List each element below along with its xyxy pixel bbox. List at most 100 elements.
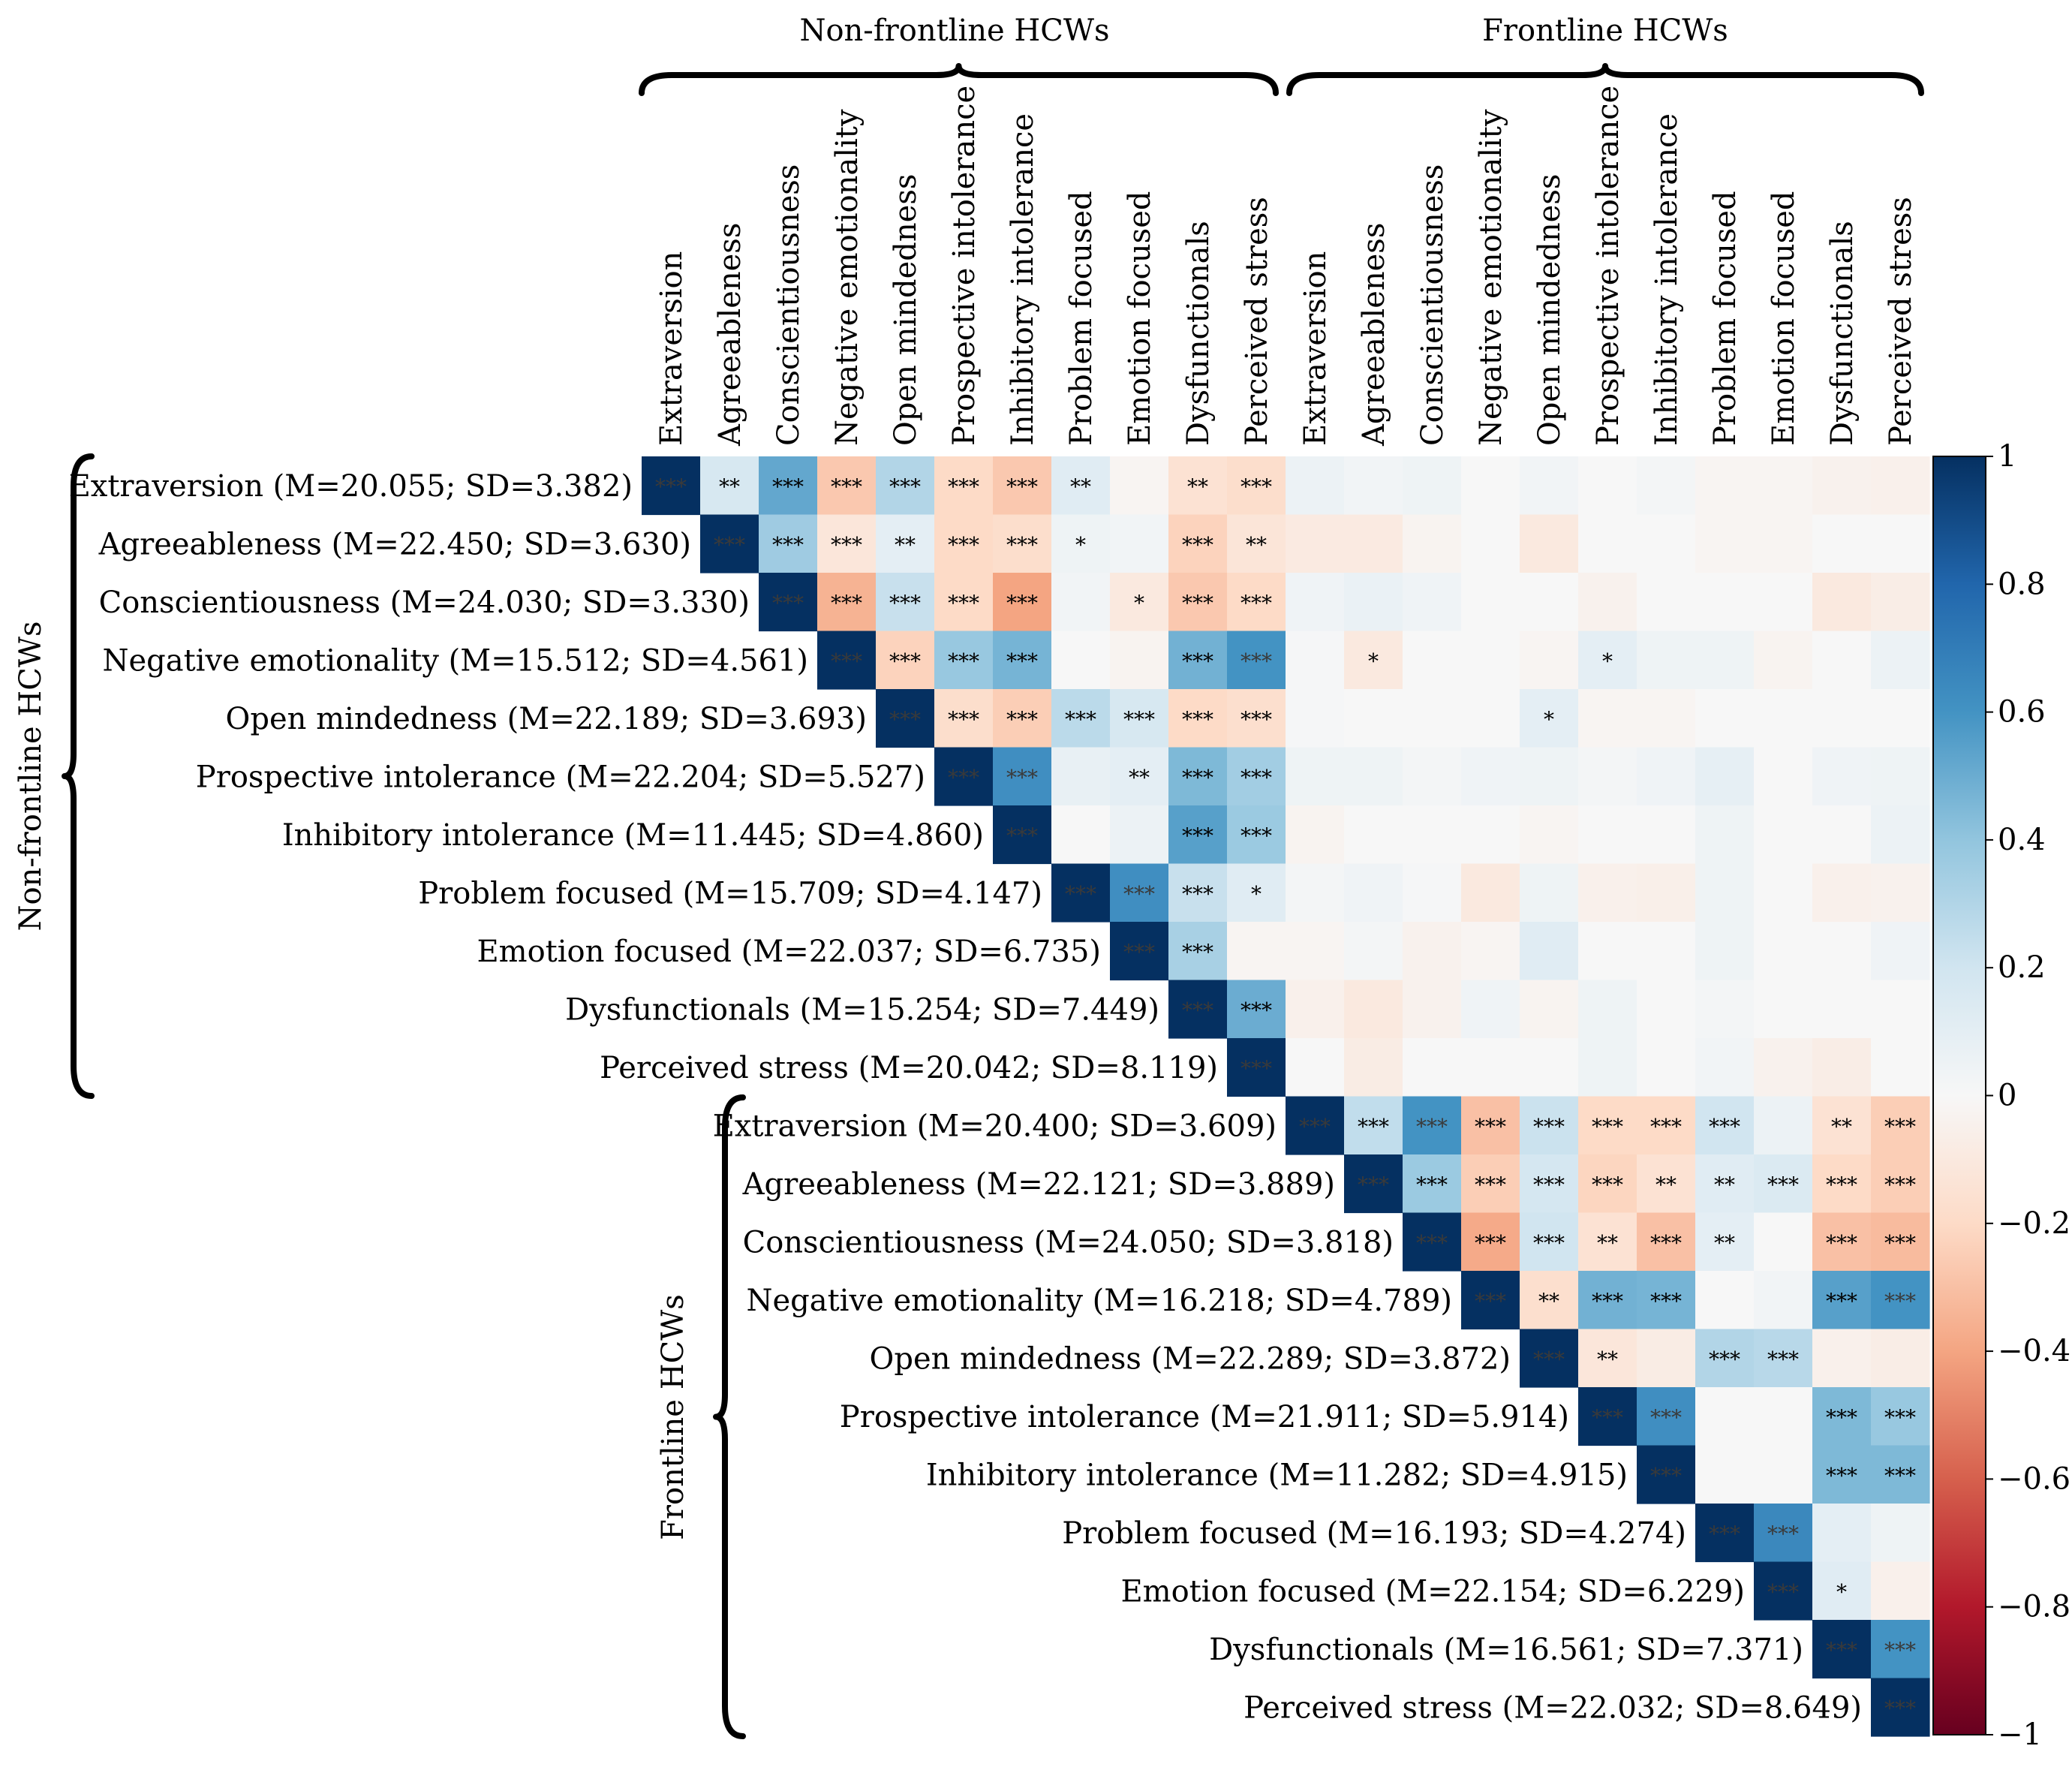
heatmap-cell (817, 573, 877, 632)
column-label: Inhibitory intolerance (1649, 113, 1684, 446)
heatmap-cell (1578, 1271, 1637, 1330)
heatmap-cell (993, 573, 1052, 632)
heatmap-cell (1344, 747, 1403, 806)
heatmap-cell (1754, 1329, 1813, 1388)
heatmap-cell (1871, 573, 1930, 632)
heatmap-cell (1403, 1038, 1462, 1097)
heatmap-cell (1286, 863, 1345, 923)
heatmap-cell (1227, 456, 1286, 516)
heatmap-cell (1695, 1445, 1755, 1504)
heatmap-cell (1871, 1271, 1930, 1330)
column-label: Negative emotionality (830, 109, 865, 446)
heatmap-cell (759, 456, 818, 516)
heatmap-cell (1403, 980, 1462, 1039)
heatmap-cell (1578, 573, 1637, 632)
significance-marker: * (1368, 649, 1379, 673)
heatmap-cell (1403, 747, 1462, 806)
significance-marker: *** (1533, 1114, 1565, 1139)
significance-marker: *** (1592, 1114, 1623, 1139)
heatmap-cell (1637, 1329, 1696, 1388)
heatmap-cell (1637, 1212, 1696, 1272)
heatmap-cell (1871, 863, 1930, 923)
significance-marker: *** (1006, 823, 1038, 848)
significance-marker: *** (1358, 1114, 1389, 1139)
heatmap-cell (1520, 1154, 1579, 1214)
heatmap-cell (1695, 631, 1755, 690)
column-label: Emotion focused (1767, 191, 1801, 447)
heatmap-cell (1637, 1387, 1696, 1446)
heatmap-cell (1286, 573, 1345, 632)
column-label: Perceived stress (1884, 197, 1918, 446)
heatmap-cell (1168, 689, 1228, 748)
significance-marker: *** (889, 707, 921, 732)
x-axis-labels: Extraversion Agreeableness Conscientiousne… (654, 86, 1918, 447)
significance-marker: *** (1826, 1405, 1857, 1430)
heatmap-cell (1695, 922, 1755, 981)
heatmap-cell (1344, 980, 1403, 1039)
heatmap-cell (1754, 980, 1813, 1039)
heatmap-cell (1754, 1096, 1813, 1155)
heatmap-cell (1754, 805, 1813, 865)
heatmap-cell (1344, 631, 1403, 690)
significance-marker: *** (1767, 1579, 1799, 1604)
heatmap-cell (1520, 922, 1579, 981)
heatmap-cell (1344, 1154, 1403, 1214)
heatmap-cell (1520, 689, 1579, 748)
heatmap-cell (993, 456, 1052, 516)
heatmap-cell (1578, 1096, 1637, 1155)
row-label: Open mindedness (M=22.189; SD=3.693) (226, 702, 867, 736)
significance-marker: *** (1416, 1114, 1448, 1139)
column-label: Problem focused (1064, 191, 1099, 446)
heatmap-cell (1403, 573, 1462, 632)
significance-marker: *** (1240, 823, 1272, 848)
heatmap-cell (993, 514, 1052, 573)
significance-marker: *** (1006, 649, 1038, 673)
significance-marker: ** (1714, 1230, 1735, 1255)
heatmap-cell (1637, 1096, 1696, 1155)
heatmap-cell (1520, 863, 1579, 923)
heatmap-cell (1578, 631, 1637, 690)
heatmap-cell (1520, 1212, 1579, 1272)
heatmap-cell (1754, 747, 1813, 806)
heatmap-cell (1812, 514, 1872, 573)
heatmap-cell (1110, 631, 1169, 690)
colorbar-tick-label: −0.4 (1998, 1334, 2070, 1368)
colorbar-tick-label: 0 (1998, 1079, 2016, 1113)
heatmap-cell (1461, 922, 1520, 981)
row-label: Perceived stress (M=22.032; SD=8.649) (1244, 1690, 1862, 1725)
column-label: Dysfunctionals (1825, 221, 1860, 446)
heatmap-cell (1227, 747, 1286, 806)
heatmap-cell (1871, 1445, 1930, 1504)
significance-marker: * (1602, 649, 1613, 673)
heatmap-cell (1754, 514, 1813, 573)
row-label: Inhibitory intolerance (M=11.282; SD=4.9… (926, 1458, 1628, 1492)
heatmap-cell (1227, 573, 1286, 632)
significance-marker: * (1544, 707, 1554, 732)
top-group-label-frontline: Frontline HCWs (1482, 14, 1728, 48)
heatmap-cells (642, 456, 1930, 1737)
top-brace-non-frontline (639, 63, 1279, 96)
heatmap-cell (1461, 1271, 1520, 1330)
heatmap-cell (1812, 1154, 1872, 1214)
heatmap-cell (1286, 456, 1345, 516)
heatmap-cell (1871, 1096, 1930, 1155)
heatmap-cell (1871, 514, 1930, 573)
significance-marker: * (1134, 591, 1144, 616)
significance-marker: *** (831, 649, 862, 673)
column-label: Agreeableness (713, 223, 747, 447)
significance-marker: ** (1187, 474, 1208, 499)
significance-marker: *** (1240, 707, 1272, 732)
heatmap-cell (1812, 1271, 1872, 1330)
heatmap-cell (1695, 1271, 1755, 1330)
heatmap-cell (1812, 1504, 1872, 1563)
heatmap-cell (1403, 631, 1462, 690)
row-label: Prospective intolerance (M=22.204; SD=5.… (196, 760, 925, 794)
heatmap-cell (1871, 631, 1930, 690)
heatmap-cell (1461, 573, 1520, 632)
heatmap-cell (1110, 514, 1169, 573)
heatmap-cell (1871, 1038, 1930, 1097)
heatmap-cell (1168, 980, 1228, 1039)
heatmap-cell (1871, 1620, 1930, 1679)
significance-marker: ** (1714, 1172, 1735, 1197)
column-label: Agreeableness (1357, 223, 1391, 447)
